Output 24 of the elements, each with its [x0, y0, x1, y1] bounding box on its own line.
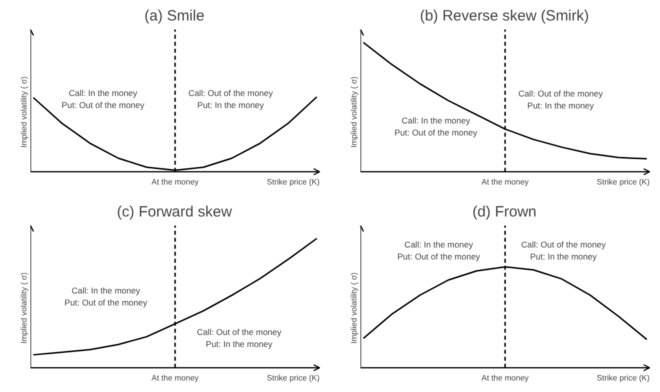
chart-title: (d) Frown	[472, 204, 537, 220]
annotation: Call: In the money Put: Out of the money	[64, 286, 148, 308]
chart-title: (b) Reverse skew (Smirk)	[420, 8, 590, 24]
x-axis-title: Strike price (K)	[596, 374, 650, 383]
x-axis-title: Strike price (K)	[596, 178, 650, 187]
x-axis-title: Strike price (K)	[266, 374, 320, 383]
x-axis-title: Strike price (K)	[266, 178, 320, 187]
annotation: Call: Out of the money Put: In the money	[196, 327, 282, 349]
text: At the money	[482, 178, 529, 187]
chart-title: (c) Forward skew	[116, 204, 232, 220]
chart-title: (a) Smile	[144, 8, 204, 24]
text: At the money	[152, 178, 199, 187]
text: At the money	[152, 374, 199, 383]
text: Call: In the money Put: Out of the money	[397, 240, 481, 262]
y-axis-title: Implied volatility ( σ)	[20, 272, 28, 344]
text: Call: Out of the money Put: In the money	[521, 240, 606, 262]
annotation: Call: Out of the money Put: In the money	[188, 88, 274, 110]
y-axis-title: Implied volatility ( σ)	[350, 272, 358, 344]
y-axis-title: Implied volatility ( σ)	[20, 76, 28, 148]
text: At the money	[482, 374, 529, 383]
y-axis-title: Implied volatility ( σ)	[350, 76, 358, 148]
annotation: Call: Out of the money Put: In the money	[518, 88, 604, 110]
annotation: Call: In the money Put: Out of the money	[394, 115, 478, 138]
annotation: Call: In the money Put: Out of the money	[62, 88, 146, 110]
